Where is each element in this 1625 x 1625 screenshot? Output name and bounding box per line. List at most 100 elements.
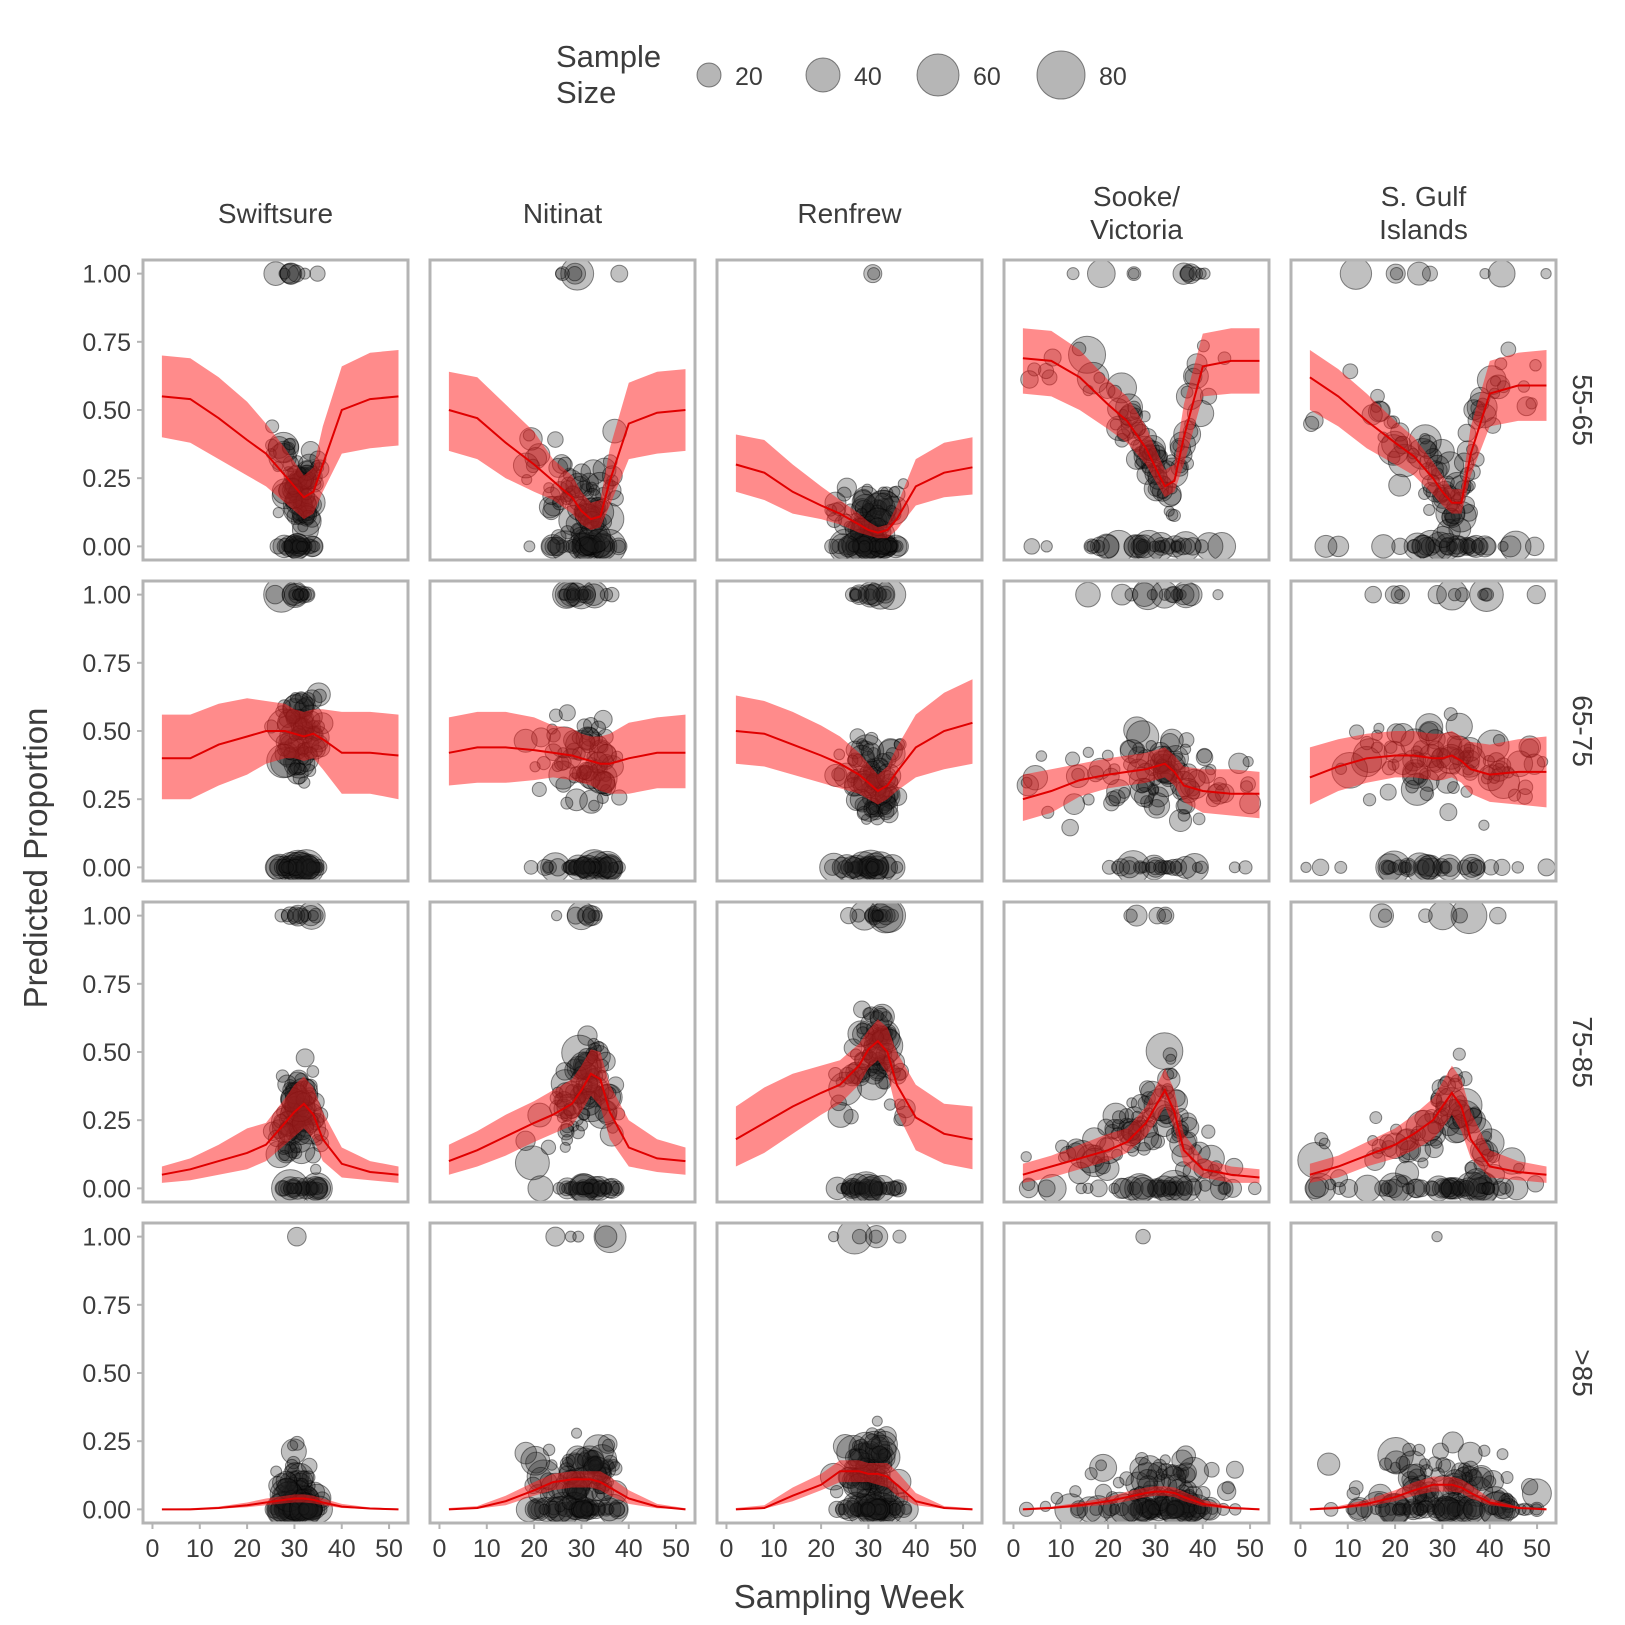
observation-point xyxy=(575,536,595,557)
observation-point xyxy=(291,539,305,553)
observation-point xyxy=(1456,859,1473,876)
observation-point xyxy=(1442,1498,1464,1521)
observation-point xyxy=(1131,1177,1155,1200)
observation-point xyxy=(1300,861,1312,873)
observation-point xyxy=(565,1180,580,1196)
observation-point xyxy=(544,536,565,557)
observation-point xyxy=(864,1499,877,1513)
observation-point xyxy=(298,1503,310,1515)
panel-r55-swiftsure xyxy=(141,258,410,562)
observation-point xyxy=(863,583,887,607)
observation-point xyxy=(878,801,893,815)
observation-point xyxy=(579,536,599,556)
observation-point xyxy=(849,860,864,875)
observation-point xyxy=(289,1503,302,1516)
observation-point xyxy=(295,540,308,552)
observation-point xyxy=(866,537,885,556)
observation-point xyxy=(602,1438,616,1452)
observation-point xyxy=(1127,534,1152,559)
observation-point xyxy=(1434,1492,1468,1523)
y-tick-label: 0.00 xyxy=(82,1175,131,1203)
observation-point xyxy=(287,538,304,555)
observation-point xyxy=(885,540,898,553)
observation-point xyxy=(583,861,596,874)
observation-point xyxy=(568,1500,586,1519)
observation-point xyxy=(863,538,879,554)
observation-point xyxy=(287,264,306,283)
observation-point xyxy=(281,583,304,606)
observation-point xyxy=(867,1182,879,1194)
x-tick-label: 50 xyxy=(1236,1535,1264,1563)
observation-point xyxy=(1135,539,1150,554)
observation-point xyxy=(274,1179,292,1197)
row-strip-label: 55-65 xyxy=(1567,374,1598,446)
observation-point xyxy=(851,1501,867,1518)
observation-point xyxy=(879,497,894,512)
observation-point xyxy=(585,1503,598,1516)
observation-point xyxy=(289,856,313,879)
observation-point xyxy=(568,858,587,877)
observation-point xyxy=(1479,587,1495,602)
observation-point xyxy=(1429,438,1455,465)
observation-point xyxy=(874,1503,887,1516)
observation-point xyxy=(1421,857,1442,878)
observation-point xyxy=(1416,855,1441,880)
observation-point xyxy=(1493,858,1511,876)
observation-point xyxy=(280,1438,307,1465)
observation-point xyxy=(285,540,297,552)
observation-point xyxy=(1436,518,1461,543)
observation-point xyxy=(1427,539,1442,554)
observation-point xyxy=(297,776,311,789)
observation-point xyxy=(291,1502,306,1517)
observation-point xyxy=(547,431,564,448)
observation-point xyxy=(854,538,871,555)
observation-point xyxy=(874,1503,887,1516)
observation-point xyxy=(1156,539,1171,554)
observation-point xyxy=(894,1182,907,1195)
observation-point xyxy=(1169,860,1183,874)
observation-point xyxy=(1461,1471,1473,1483)
observation-point xyxy=(565,788,588,812)
observation-point xyxy=(581,1178,601,1199)
observation-point xyxy=(295,854,321,880)
observation-point xyxy=(612,539,626,554)
observation-point xyxy=(1478,587,1493,602)
observation-point xyxy=(575,1181,591,1196)
observation-point xyxy=(308,861,321,874)
observation-point xyxy=(1380,1179,1398,1198)
observation-point xyxy=(582,860,597,875)
prediction-line xyxy=(161,1497,399,1511)
observation-point xyxy=(573,860,589,875)
observation-point xyxy=(837,535,860,558)
observation-point xyxy=(278,1149,290,1162)
panel-border xyxy=(1002,579,1271,883)
observation-point xyxy=(1526,585,1546,605)
observation-point xyxy=(1438,1177,1461,1200)
observation-point xyxy=(285,1462,315,1492)
observation-point xyxy=(575,1499,595,1519)
observation-point xyxy=(540,534,566,559)
panel-border xyxy=(1002,258,1271,562)
observation-point xyxy=(876,585,895,604)
observation-point xyxy=(1153,1181,1167,1195)
observation-point xyxy=(574,1181,588,1196)
observation-point xyxy=(835,1182,848,1195)
observation-point xyxy=(1332,1181,1346,1195)
observation-point xyxy=(1165,1503,1177,1515)
observation-point xyxy=(859,1498,882,1521)
observation-point xyxy=(1339,1178,1359,1198)
observation-point xyxy=(286,906,306,925)
x-tick-label: 10 xyxy=(1047,1535,1075,1563)
observation-point xyxy=(298,540,310,553)
observation-point xyxy=(564,1498,586,1520)
y-tick-label: 0.75 xyxy=(82,971,131,999)
observation-point xyxy=(276,537,294,555)
observation-point xyxy=(1473,535,1496,558)
observation-point xyxy=(560,525,575,540)
confidence-band xyxy=(161,698,399,800)
observation-point xyxy=(1179,1502,1193,1516)
observation-point xyxy=(860,504,877,521)
observation-point xyxy=(1137,1500,1157,1519)
panel-r65-sgulf xyxy=(1289,579,1558,883)
observation-point xyxy=(288,585,306,604)
